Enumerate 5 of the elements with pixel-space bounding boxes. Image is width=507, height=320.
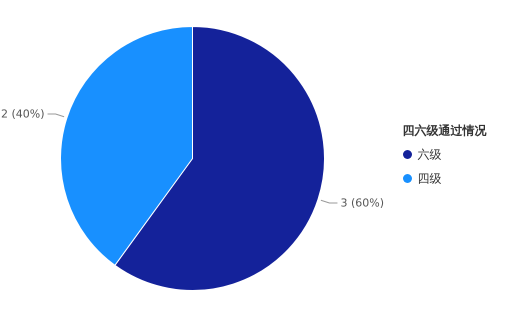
data-label: 3 (60%) bbox=[340, 196, 384, 210]
legend-label: 六级 bbox=[418, 148, 442, 162]
legend-label: 四级 bbox=[418, 172, 442, 186]
data-label: 2 (40%) bbox=[1, 108, 45, 120]
legend-title: 四六级通过情况 bbox=[402, 124, 488, 138]
